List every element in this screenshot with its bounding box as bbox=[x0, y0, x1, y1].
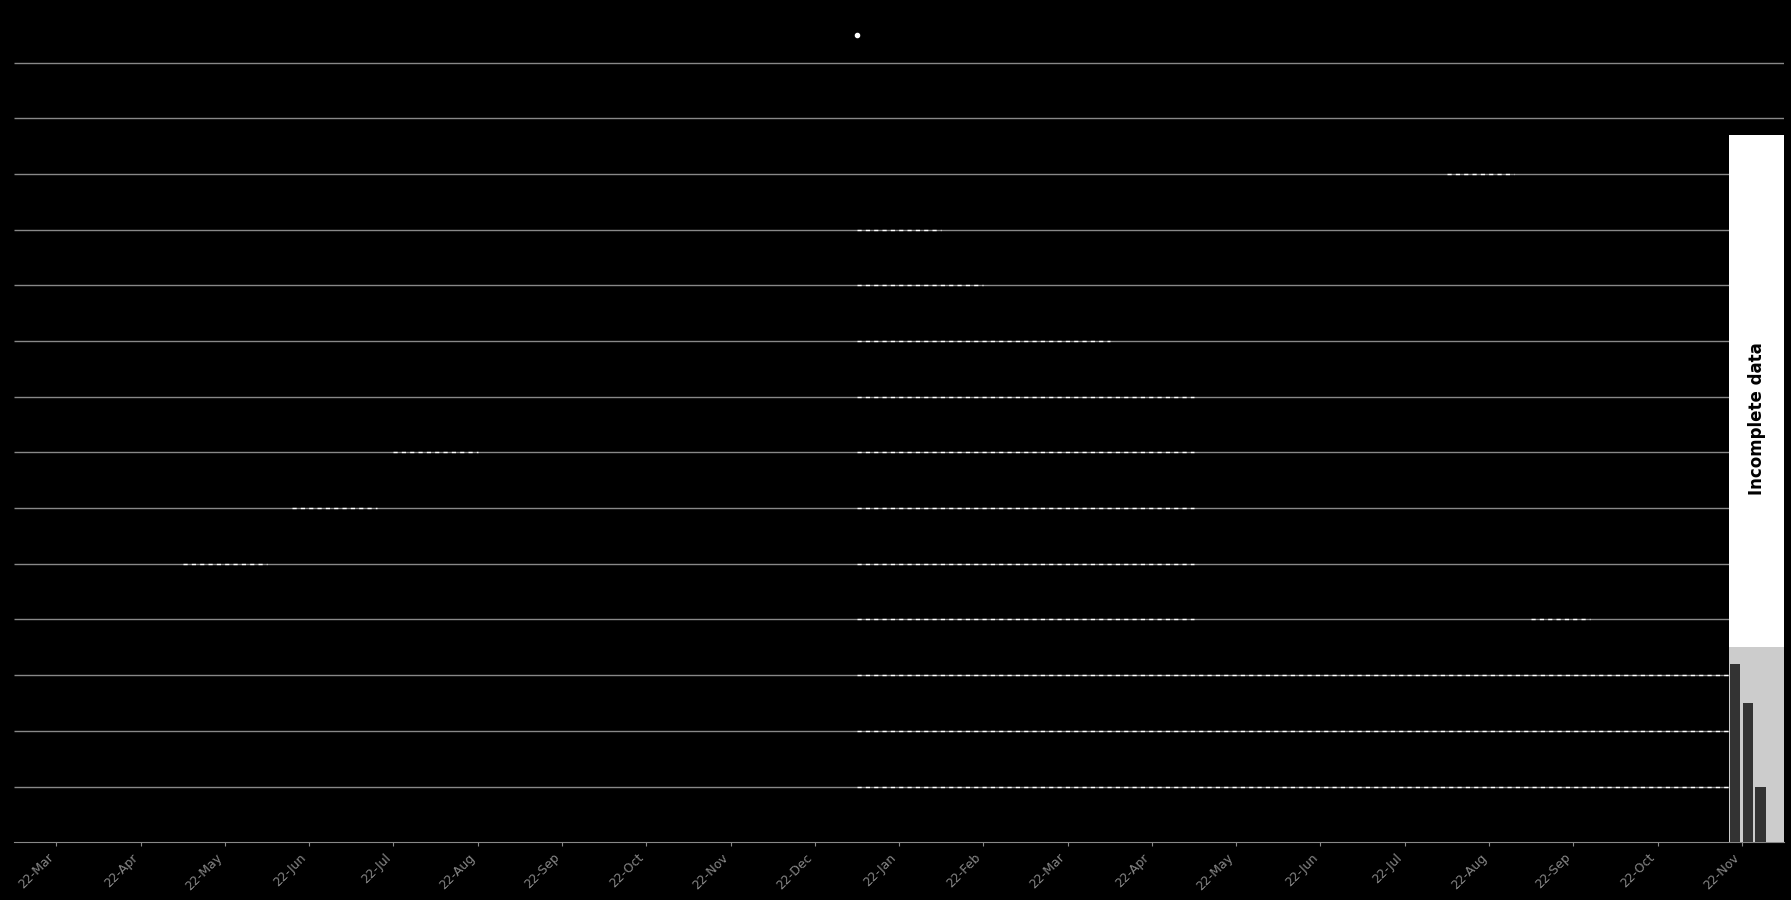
Bar bbox=[1730, 135, 1784, 703]
Bar bbox=[1730, 664, 1741, 842]
Bar bbox=[1755, 787, 1766, 842]
Text: Incomplete data: Incomplete data bbox=[1748, 343, 1766, 495]
Bar bbox=[1730, 647, 1784, 842]
Bar bbox=[1743, 703, 1753, 842]
